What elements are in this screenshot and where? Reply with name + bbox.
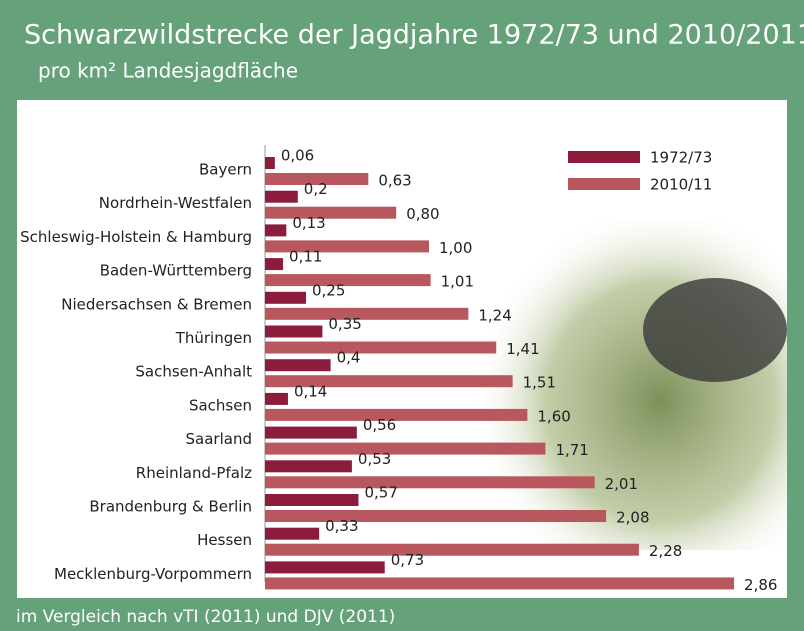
- category-label: Nordrhein-Westfalen: [99, 194, 252, 212]
- bar: [265, 426, 357, 439]
- bar: [265, 476, 595, 489]
- bar: [265, 392, 288, 405]
- chart-subtitle: pro km² Landesjagdfläche: [38, 59, 298, 83]
- value-label: 2,01: [605, 475, 638, 493]
- value-label: 0,73: [391, 551, 424, 569]
- bar: [265, 173, 369, 185]
- bar: [265, 157, 275, 169]
- legend-label: 1972/73: [650, 149, 712, 167]
- bar: [265, 190, 298, 203]
- value-label: 1,24: [478, 306, 511, 324]
- bar: [265, 527, 320, 540]
- bar: [265, 577, 735, 590]
- value-label: 0,80: [406, 205, 439, 223]
- chart-title: Schwarzwildstrecke der Jagdjahre 1972/73…: [24, 20, 804, 51]
- bar: [265, 442, 546, 455]
- value-label: 0,57: [364, 484, 397, 502]
- bar: [265, 307, 469, 320]
- bar: [265, 543, 639, 556]
- bar: [265, 274, 431, 287]
- source-note: im Vergleich nach vTI (2011) und DJV (20…: [16, 607, 395, 627]
- value-label: 2,28: [649, 542, 682, 560]
- bar: [265, 341, 497, 354]
- value-label: 1,41: [506, 340, 539, 358]
- bar: [265, 408, 528, 421]
- bar: [265, 291, 306, 304]
- legend-label: 2010/11: [650, 176, 712, 194]
- category-label: Rheinland-Pfalz: [136, 464, 252, 482]
- boar-silhouette: [643, 278, 787, 382]
- category-label: Thüringen: [175, 329, 252, 347]
- category-label: Mecklenburg-Vorpommern: [54, 565, 252, 583]
- category-label: Niedersachsen & Bremen: [61, 295, 252, 313]
- value-label: 1,51: [523, 374, 556, 392]
- bar: [265, 561, 385, 574]
- bar: [265, 224, 287, 237]
- value-label: 0,14: [294, 382, 327, 400]
- category-label: Schleswig-Holstein & Hamburg: [20, 228, 252, 246]
- value-label: 1,71: [555, 441, 588, 459]
- bar: [265, 240, 429, 253]
- value-label: 1,00: [439, 239, 472, 257]
- category-label: Brandenburg & Berlin: [89, 498, 252, 516]
- bar: [265, 510, 607, 522]
- value-label: 0,06: [281, 147, 314, 165]
- bar: [265, 206, 397, 219]
- bar: [265, 325, 323, 338]
- photo-backdrop: [470, 220, 787, 550]
- value-label: 0,11: [289, 248, 322, 266]
- value-label: 0,4: [337, 349, 361, 367]
- bar: [265, 359, 331, 372]
- legend-swatch: [568, 151, 640, 163]
- bar: [265, 494, 359, 506]
- value-label: 0,25: [312, 281, 345, 299]
- bar: [265, 258, 284, 271]
- value-label: 1,60: [537, 407, 570, 425]
- value-label: 0,56: [363, 416, 396, 434]
- value-label: 0,53: [358, 450, 391, 468]
- value-label: 0,63: [378, 172, 411, 190]
- legend-swatch: [568, 178, 640, 190]
- value-label: 1,01: [441, 273, 474, 291]
- value-label: 0,2: [304, 180, 328, 198]
- value-label: 0,35: [328, 315, 361, 333]
- category-label: Baden-Württemberg: [100, 262, 252, 280]
- category-label: Hessen: [197, 531, 252, 549]
- value-label: 2,08: [616, 509, 649, 527]
- value-label: 2,86: [744, 576, 777, 594]
- category-label: Saarland: [186, 430, 252, 448]
- value-label: 0,33: [325, 517, 358, 535]
- category-label: Bayern: [199, 161, 252, 179]
- bar: [265, 460, 352, 473]
- bar: [265, 375, 513, 388]
- value-label: 0,13: [292, 214, 325, 232]
- category-label: Sachsen: [189, 396, 252, 414]
- category-label: Sachsen-Anhalt: [135, 363, 252, 381]
